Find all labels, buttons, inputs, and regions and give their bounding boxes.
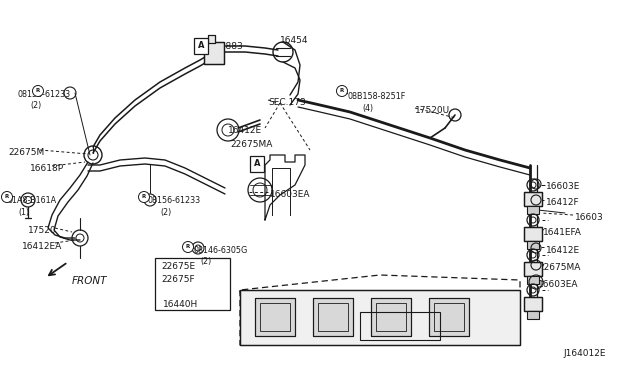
Bar: [524, 192, 542, 206]
Text: 16618P: 16618P: [30, 164, 64, 173]
Text: (4): (4): [362, 104, 373, 113]
Bar: [250, 156, 264, 172]
Text: 17520: 17520: [28, 226, 56, 235]
Text: (1): (1): [18, 208, 29, 217]
Text: 22675M: 22675M: [8, 148, 44, 157]
Bar: [371, 298, 411, 336]
Text: SEC.140: SEC.140: [366, 318, 404, 327]
Bar: [208, 35, 215, 43]
Text: A: A: [198, 42, 204, 51]
Bar: [524, 227, 542, 241]
Text: 08156-61233: 08156-61233: [18, 90, 71, 99]
Circle shape: [33, 86, 44, 96]
Bar: [524, 192, 542, 206]
Bar: [255, 298, 295, 336]
Text: 16454: 16454: [280, 36, 308, 45]
Bar: [204, 42, 224, 64]
Bar: [194, 38, 208, 54]
Text: FRONT: FRONT: [72, 276, 108, 286]
Bar: [240, 290, 520, 345]
Bar: [524, 297, 542, 311]
Bar: [318, 303, 348, 331]
Text: (2): (2): [30, 101, 41, 110]
Circle shape: [1, 192, 13, 202]
Text: (2): (2): [160, 208, 172, 217]
Text: SEC.173: SEC.173: [268, 98, 306, 107]
Text: A: A: [253, 160, 260, 169]
Text: R: R: [5, 195, 9, 199]
Bar: [260, 303, 290, 331]
Bar: [429, 298, 469, 336]
Text: (14009): (14009): [362, 329, 393, 338]
Bar: [313, 298, 353, 336]
Text: (2): (2): [200, 257, 211, 266]
Text: 1641EFA: 1641EFA: [543, 228, 582, 237]
Text: 01A8-B161A: 01A8-B161A: [8, 196, 57, 205]
Text: R: R: [36, 89, 40, 93]
Text: 22675MA: 22675MA: [538, 263, 580, 272]
Bar: [360, 312, 440, 340]
Bar: [429, 298, 469, 336]
Text: 17520U: 17520U: [415, 106, 450, 115]
Text: 22675MA: 22675MA: [230, 140, 273, 149]
Bar: [527, 241, 539, 249]
Text: R: R: [186, 244, 190, 250]
Text: J164012E: J164012E: [563, 349, 605, 358]
Bar: [527, 206, 539, 214]
Bar: [524, 262, 542, 276]
Text: 16440H: 16440H: [163, 300, 198, 309]
Bar: [527, 311, 539, 319]
Text: 22675F: 22675F: [161, 275, 195, 284]
Bar: [155, 258, 230, 310]
Text: 16412F: 16412F: [546, 198, 580, 207]
Bar: [204, 42, 224, 64]
Bar: [208, 35, 215, 43]
Bar: [255, 298, 295, 336]
Text: 16412EA: 16412EA: [22, 242, 62, 251]
Bar: [434, 303, 464, 331]
Text: 16412E: 16412E: [228, 126, 262, 135]
Text: 16603: 16603: [575, 213, 604, 222]
Text: 08156-61233: 08156-61233: [148, 196, 201, 205]
Bar: [524, 262, 542, 276]
Circle shape: [138, 192, 150, 202]
Bar: [240, 290, 520, 345]
Text: R: R: [340, 89, 344, 93]
Text: 16603EA: 16603EA: [270, 190, 310, 199]
Bar: [524, 227, 542, 241]
Bar: [524, 297, 542, 311]
Circle shape: [182, 241, 193, 253]
Text: 22675E: 22675E: [161, 262, 195, 271]
Bar: [313, 298, 353, 336]
Bar: [371, 298, 411, 336]
Bar: [376, 303, 406, 331]
Bar: [527, 276, 539, 284]
Text: 08146-6305G: 08146-6305G: [193, 246, 247, 255]
Text: 08B158-8251F: 08B158-8251F: [348, 92, 406, 101]
Text: R: R: [142, 195, 146, 199]
Text: 16603EA: 16603EA: [538, 280, 579, 289]
Circle shape: [337, 86, 348, 96]
Text: 16412E: 16412E: [546, 246, 580, 255]
Text: 16883: 16883: [215, 42, 244, 51]
Text: 16603E: 16603E: [546, 182, 580, 191]
